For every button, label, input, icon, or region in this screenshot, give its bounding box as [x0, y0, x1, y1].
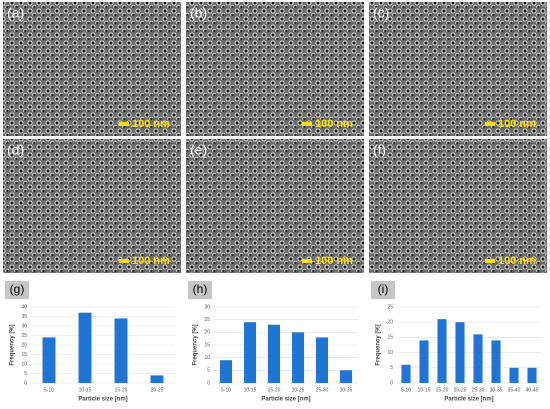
x-tick-label: 15-20	[268, 387, 281, 393]
scale-bar-label: 100 nm	[132, 255, 170, 267]
x-tick-label: 30-35	[490, 387, 503, 393]
y-axis-label: Frequency [%]	[10, 324, 16, 365]
y-axis-label: Frequency [%]	[193, 324, 199, 365]
sem-image	[369, 2, 547, 136]
y-tick-label: 30	[21, 323, 27, 329]
x-axis-label: Particle size [nm]	[78, 397, 127, 403]
panel-label: (h)	[193, 282, 208, 296]
panel-label: (i)	[378, 282, 389, 296]
x-tick-label: 15-20	[115, 387, 128, 393]
x-tick-label: 20-25	[454, 387, 467, 393]
bar	[473, 334, 483, 383]
panel-label: (g)	[10, 282, 25, 296]
bar	[219, 360, 233, 383]
scale-bar-label: 100 nm	[315, 118, 353, 130]
y-tick-label: 10	[21, 361, 27, 367]
x-tick-label: 5-10	[44, 387, 54, 393]
bar	[114, 318, 128, 383]
panel-label: (c)	[373, 5, 389, 21]
x-tick-label: 10-15	[418, 387, 431, 393]
y-tick-label: 5	[24, 371, 27, 377]
y-tick-label: 20	[21, 342, 27, 348]
bar	[401, 364, 411, 383]
panel-label: (a)	[7, 5, 24, 21]
panel-label-box	[5, 281, 29, 299]
x-axis-label: Particle size [nm]	[444, 397, 493, 403]
y-tick-label: 5	[390, 365, 393, 371]
scale-bar-label: 100 nm	[315, 255, 353, 267]
bar	[491, 340, 501, 383]
x-tick-label: 5-10	[221, 387, 231, 393]
x-tick-label: 10-15	[244, 387, 257, 393]
bar	[243, 322, 257, 383]
bar	[78, 312, 92, 383]
y-tick-label: 20	[204, 330, 210, 336]
sem-image	[186, 2, 364, 136]
y-tick-label: 5	[207, 368, 210, 374]
x-tick-label: 20-25	[151, 387, 164, 393]
sem-image	[3, 139, 181, 273]
y-tick-label: 40	[21, 304, 27, 310]
y-tick-label: 25	[21, 333, 27, 339]
panel-label: (d)	[7, 142, 24, 158]
y-tick-label: 15	[204, 342, 210, 348]
x-tick-label: 40-45	[526, 387, 539, 393]
bar	[509, 367, 519, 383]
panel-label: (f)	[373, 142, 386, 158]
x-tick-label: 35-40	[508, 387, 521, 393]
bar	[315, 337, 329, 383]
x-axis-label: Particle size [nm]	[261, 397, 310, 403]
sem-image	[369, 139, 547, 273]
panel-label-box	[188, 281, 212, 299]
y-tick-label: 15	[21, 352, 27, 358]
x-tick-label: 5-10	[401, 387, 411, 393]
x-tick-label: 15-20	[436, 387, 449, 393]
y-tick-label: 10	[387, 350, 393, 356]
panel-label-box	[371, 281, 395, 299]
x-tick-label: 25-30	[472, 387, 485, 393]
y-tick-label: 35	[21, 314, 27, 320]
y-tick-label: 15	[387, 335, 393, 341]
panel-label: (e)	[190, 142, 207, 158]
scale-bar-label: 100 nm	[498, 255, 536, 267]
chart-area	[3, 279, 181, 407]
bar	[291, 332, 305, 383]
y-tick-label: 0	[24, 380, 27, 386]
sem-image	[3, 2, 181, 136]
bar	[150, 375, 164, 383]
bar	[437, 319, 447, 383]
y-tick-label: 20	[387, 320, 393, 326]
bar	[42, 337, 56, 383]
x-tick-label: 20-25	[292, 387, 305, 393]
y-tick-label: 25	[387, 304, 393, 310]
scale-bar-label: 100 nm	[498, 118, 536, 130]
x-tick-label: 10-15	[79, 387, 92, 393]
y-tick-label: 10	[204, 355, 210, 361]
bar	[455, 322, 465, 383]
y-tick-label: 0	[207, 380, 210, 386]
y-tick-label: 25	[204, 317, 210, 323]
y-tick-label: 30	[204, 304, 210, 310]
x-tick-label: 25-30	[316, 387, 329, 393]
bar	[419, 340, 429, 383]
y-tick-label: 0	[390, 380, 393, 386]
x-tick-label: 30-35	[340, 387, 353, 393]
bar	[339, 370, 353, 383]
y-axis-label: Frequency [%]	[376, 324, 382, 365]
panel-label: (b)	[190, 5, 207, 21]
sem-image	[186, 139, 364, 273]
scale-bar-label: 100 nm	[132, 118, 170, 130]
bar	[527, 367, 537, 383]
bar	[267, 324, 281, 383]
